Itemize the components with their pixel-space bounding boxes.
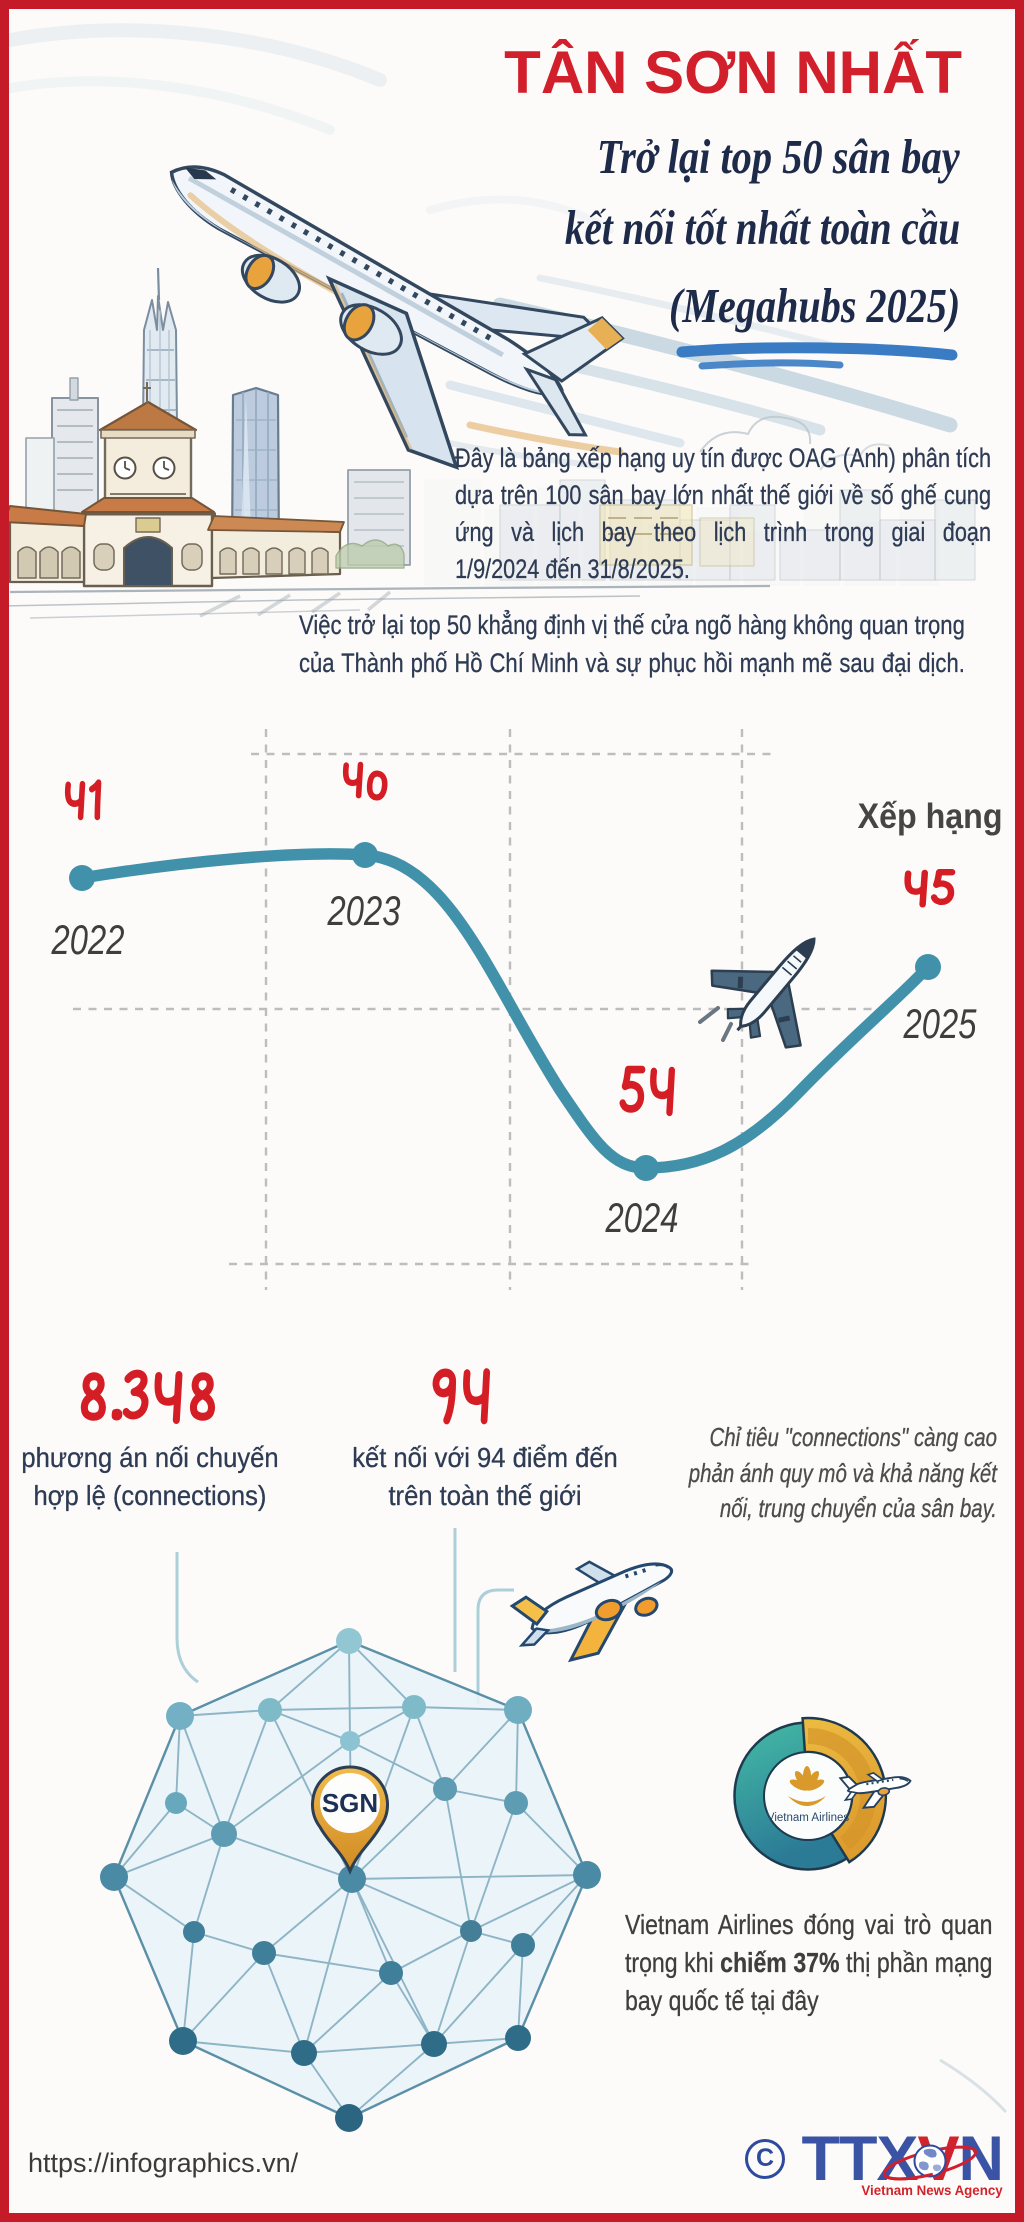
svg-text:SGN: SGN [322,1788,378,1818]
svg-text:Vietnam Airlines: Vietnam Airlines [767,1812,849,1824]
